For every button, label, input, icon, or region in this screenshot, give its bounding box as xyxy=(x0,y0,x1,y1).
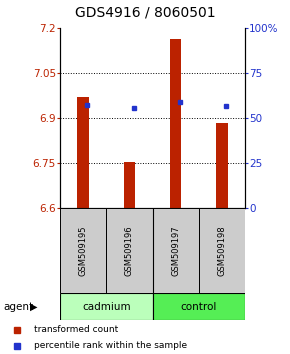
Text: GSM509196: GSM509196 xyxy=(125,225,134,276)
Text: GSM509198: GSM509198 xyxy=(218,225,226,276)
Text: agent: agent xyxy=(3,302,33,312)
Bar xyxy=(60,293,153,320)
Text: transformed count: transformed count xyxy=(34,325,118,335)
Bar xyxy=(77,97,89,208)
Bar xyxy=(216,122,228,208)
Bar xyxy=(153,208,199,293)
Bar xyxy=(60,208,106,293)
Bar xyxy=(170,39,182,208)
Text: GDS4916 / 8060501: GDS4916 / 8060501 xyxy=(75,5,215,19)
Text: GSM509197: GSM509197 xyxy=(171,225,180,276)
Bar xyxy=(153,293,245,320)
Bar xyxy=(199,208,245,293)
Bar xyxy=(124,161,135,208)
Text: percentile rank within the sample: percentile rank within the sample xyxy=(34,342,187,350)
Bar xyxy=(106,208,153,293)
Text: GSM509195: GSM509195 xyxy=(79,225,88,276)
Text: control: control xyxy=(181,302,217,312)
Text: ▶: ▶ xyxy=(30,302,38,312)
Text: cadmium: cadmium xyxy=(82,302,130,312)
